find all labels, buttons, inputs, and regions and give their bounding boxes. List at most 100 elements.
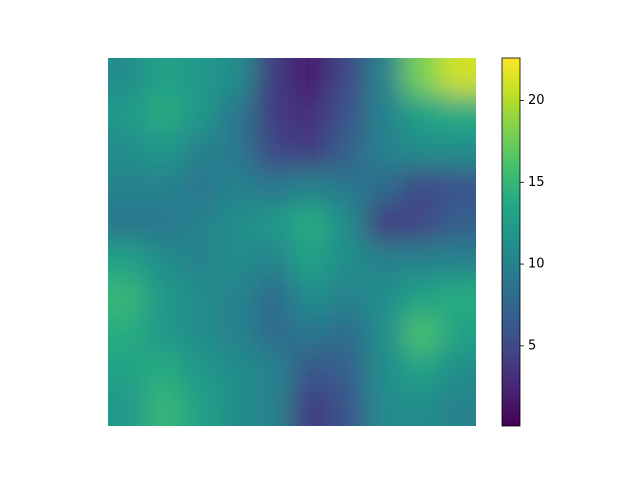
heat-cell [328,205,367,243]
heat-cell [108,94,146,133]
heat-cell [255,242,293,280]
heat-cell [144,205,183,243]
heat-cell [402,242,440,280]
heat-cell [292,278,330,317]
heat-cell [255,131,293,169]
heat-cell [402,94,440,133]
heat-cell [439,168,476,206]
heat-cell [181,131,219,169]
heat-cell [108,352,146,390]
heat-cell [218,58,256,96]
heat-cell [365,205,403,243]
heat-cell [255,168,293,206]
heat-cell [402,352,440,390]
heat-cell [255,205,293,243]
heat-cell [218,278,256,317]
heat-cell [292,131,330,169]
heat-cell [181,242,219,280]
heat-cell [144,94,183,133]
heat-cell [328,58,367,96]
colorbar-tick-label: 20 [528,93,545,108]
heat-cell [255,94,293,133]
heat-cell [144,168,183,206]
heat-cell [365,389,403,426]
heat-cell [402,205,440,243]
heat-cell [218,94,256,133]
heat-cell [108,131,146,169]
heat-cell [292,168,330,206]
heat-cell [181,94,219,133]
heat-cell [439,315,476,353]
colorbar-tick-label: 10 [528,257,545,272]
heat-cell [218,131,256,169]
heat-cell [292,242,330,280]
heat-cell [255,315,293,353]
heat-cell [181,278,219,317]
heat-cell [402,389,440,426]
heat-cell [365,168,403,206]
heat-cell [328,389,367,426]
heat-cell [144,242,183,280]
heat-cell [181,168,219,206]
heat-cell [328,242,367,280]
heat-cell [144,315,183,353]
heat-cell [218,315,256,353]
heat-cell [108,278,146,317]
heat-cell [292,205,330,243]
heat-cell [292,58,330,96]
heat-cell [108,315,146,353]
heat-cell [218,352,256,390]
heat-cell [439,389,476,426]
heatmap [108,58,476,426]
heat-cell [365,242,403,280]
heat-cell [365,94,403,133]
heat-cell [181,352,219,390]
heat-cell [255,278,293,317]
heat-cell [365,352,403,390]
heat-cell [439,352,476,390]
heat-cell [328,131,367,169]
heat-cell [439,278,476,317]
heat-cell [439,94,476,133]
heat-cell [255,58,293,96]
heat-cell [292,352,330,390]
heat-cell [439,242,476,280]
heat-cell [144,131,183,169]
heat-cell [218,242,256,280]
heat-cell [365,278,403,317]
heat-cell [108,389,146,426]
heat-cell [108,242,146,280]
heat-cell [439,131,476,169]
heat-cell [218,168,256,206]
heat-cell [218,389,256,426]
heat-cell [328,315,367,353]
heat-cell [328,278,367,317]
heat-cell [402,58,440,96]
heat-cell [328,168,367,206]
heat-cell [402,315,440,353]
heat-cell [144,389,183,426]
heat-cell [144,352,183,390]
heat-cell [365,131,403,169]
heat-cell [402,168,440,206]
heat-cell [181,389,219,426]
heat-cell [292,389,330,426]
colorbar-tick-label: 15 [528,175,545,190]
heat-cell [181,205,219,243]
heat-cell [402,131,440,169]
heat-cell [108,205,146,243]
heat-cell [181,315,219,353]
heat-cell [108,168,146,206]
heat-cell [439,58,476,96]
heat-cell [255,352,293,390]
heat-cell [328,94,367,133]
heat-cell [144,278,183,317]
heat-cell [402,278,440,317]
heat-cell [365,58,403,96]
heat-cell [292,315,330,353]
heat-cell [439,205,476,243]
heat-cell [218,205,256,243]
heat-cell [255,389,293,426]
heat-cell [292,94,330,133]
